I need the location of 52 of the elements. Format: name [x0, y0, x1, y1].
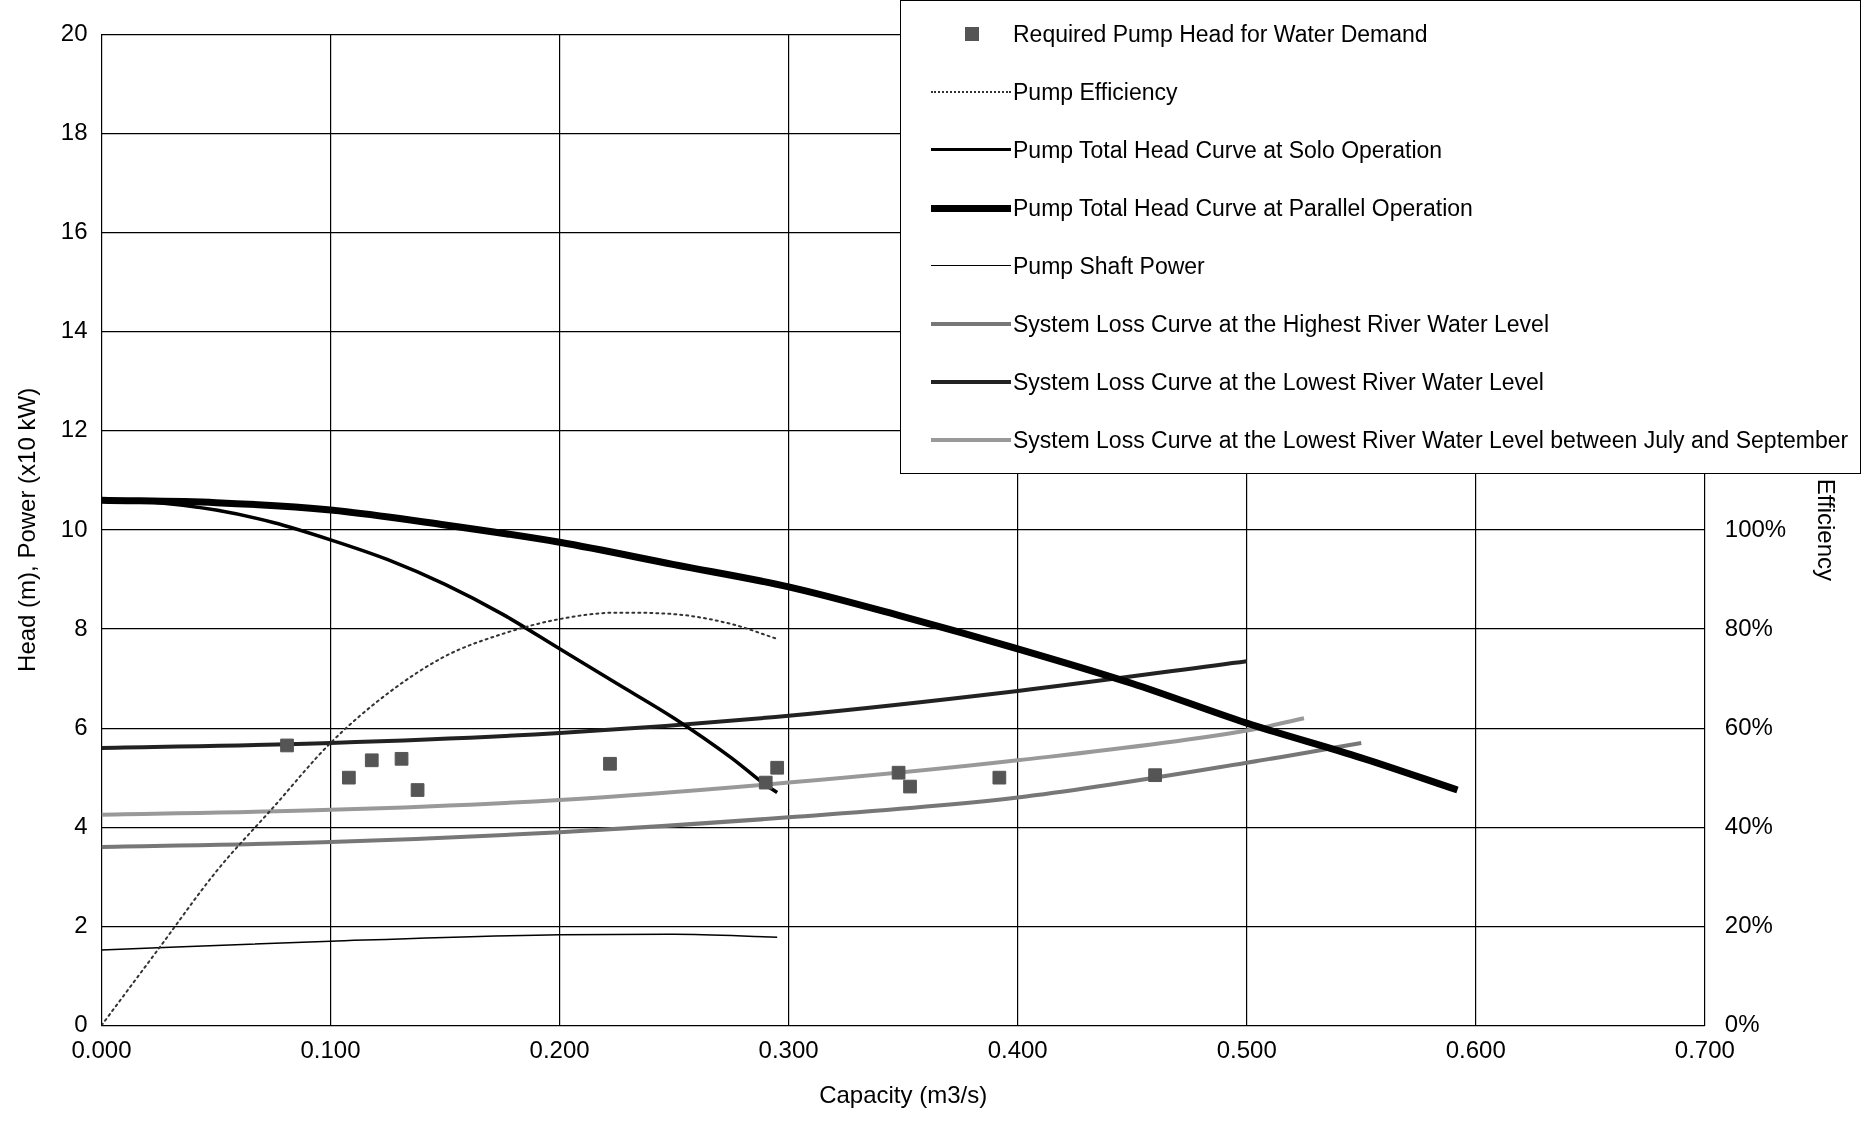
y-tick-label: 16	[60, 217, 88, 245]
point	[770, 760, 785, 775]
x-tick-label: 0.100	[300, 1036, 361, 1064]
point	[1148, 768, 1162, 783]
legend-label: Pump Total Head Curve at Solo Operation	[1013, 136, 1443, 164]
x-tick-label: 0.200	[529, 1036, 590, 1064]
y-axis-title: Head (m), Power (x10 kW)	[13, 387, 41, 672]
y-tick-label: 14	[60, 316, 88, 344]
y-tick-label: 18	[60, 118, 88, 146]
line-series	[101, 659, 1249, 750]
y2-tick-label: 20%	[1724, 910, 1773, 938]
y2-tick-label: 100%	[1724, 514, 1787, 542]
point	[891, 765, 906, 780]
y-tick-label: 6	[74, 712, 88, 740]
x-tick-label: 0.700	[1674, 1036, 1735, 1064]
y2-axis-title: Efficiency	[1812, 478, 1840, 582]
y2-tick-label: 80%	[1724, 613, 1773, 641]
y-tick-label: 10	[60, 514, 88, 542]
y-tick-label: 2	[74, 910, 88, 938]
line-series	[101, 611, 779, 1026]
y-tick-label: 20	[60, 19, 88, 47]
y-tick-label: 8	[74, 613, 88, 641]
legend-label: System Loss Curve at the Highest River Water Level	[1013, 310, 1550, 338]
legend-label: Pump Total Head Curve at Parallel Operation	[1013, 194, 1473, 222]
point	[603, 756, 617, 771]
point	[410, 783, 425, 797]
y2-tick-label: 0%	[1724, 1010, 1760, 1038]
x-tick-label: 0.000	[71, 1036, 132, 1064]
point	[758, 775, 773, 790]
line-series	[101, 740, 1364, 850]
legend-label: Pump Efficiency	[1013, 78, 1178, 106]
point	[342, 770, 356, 785]
legend-label: Pump Shaft Power	[1013, 252, 1205, 280]
point	[992, 770, 1007, 785]
y-tick-label: 4	[74, 811, 88, 839]
point	[364, 753, 379, 768]
y2-tick-label: 40%	[1724, 811, 1773, 839]
x-tick-label: 0.600	[1445, 1036, 1506, 1064]
legend-label: Required Pump Head for Water Demand	[1013, 20, 1428, 48]
legend-label: System Loss Curve at the Lowest River Water Level	[1013, 368, 1544, 396]
legend-label: System Loss Curve at the Lowest River Water Level between July and September	[1013, 426, 1849, 454]
x-tick-label: 0.500	[1216, 1036, 1277, 1064]
line-series	[101, 716, 1306, 817]
x-tick-label: 0.400	[987, 1036, 1048, 1064]
y-tick-label: 0	[74, 1010, 88, 1038]
point	[903, 779, 917, 794]
point	[394, 751, 409, 766]
point	[280, 738, 294, 753]
y2-tick-label: 60%	[1724, 712, 1773, 740]
y-tick-label: 12	[60, 415, 88, 443]
x-tick-label: 0.300	[758, 1036, 819, 1064]
x-axis-title: Capacity (m3/s)	[819, 1081, 988, 1109]
